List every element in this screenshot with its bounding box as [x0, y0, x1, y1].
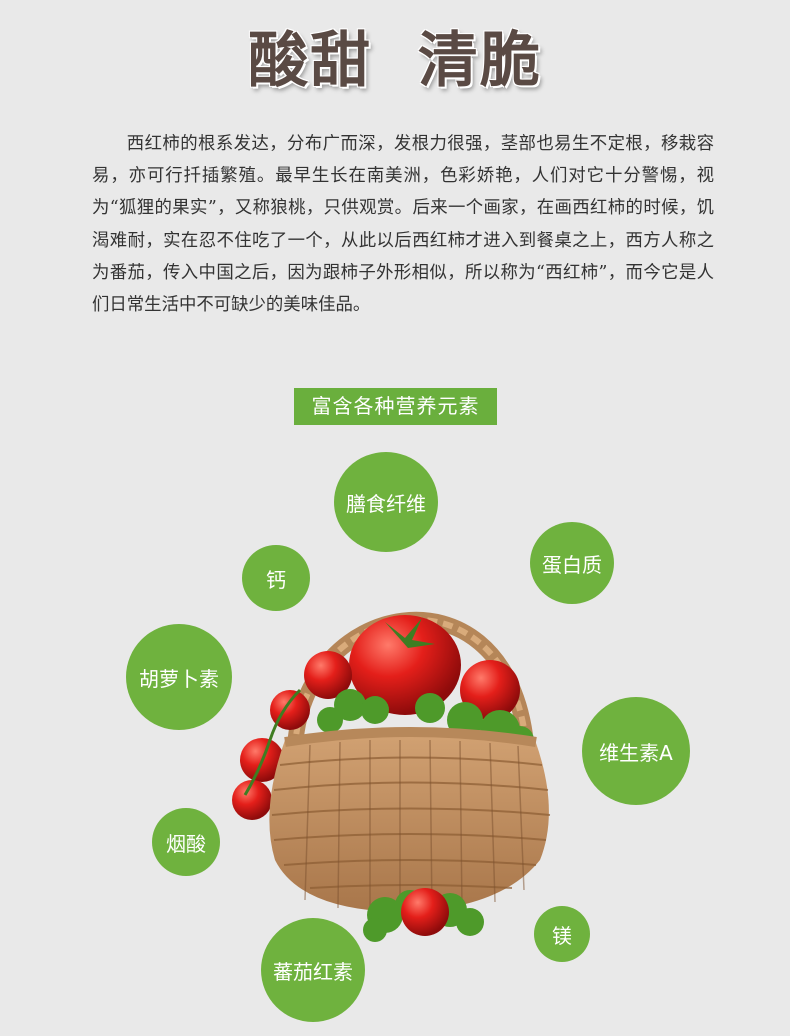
- nutrient-protein-label: 蛋白质: [542, 552, 602, 577]
- nutrient-niacin-label: 烟酸: [166, 831, 206, 856]
- nutrient-carotene-label: 胡萝卜素: [139, 666, 219, 691]
- intro-paragraph: 西红柿的根系发达，分布广而深，发根力很强，茎部也易生不定根，移栽容易，亦可行扦插…: [92, 134, 714, 316]
- nutrient-magnesium-bubble: 镁: [534, 906, 590, 962]
- nutrient-carotene-bubble: 胡萝卜素: [126, 624, 232, 730]
- nutrient-magnesium-label: 镁: [552, 923, 572, 948]
- nutrient-calcium-label: 钙: [266, 567, 286, 592]
- nutrient-fiber-bubble: 膳食纤维: [334, 452, 438, 552]
- page-title: 酸甜 清脆: [248, 26, 542, 96]
- nutrient-niacin-bubble: 烟酸: [152, 808, 220, 876]
- nutrient-lycopene-label: 蕃茄红素: [273, 959, 353, 984]
- basket-of-tomatoes-icon: [232, 611, 551, 942]
- nutrient-protein-bubble: 蛋白质: [530, 522, 614, 604]
- nutrients-section-title: 富含各种营养元素: [294, 388, 497, 425]
- nutrient-calcium-bubble: 钙: [242, 545, 310, 611]
- nutrient-vitamin-a-bubble: 维生素A: [582, 697, 690, 805]
- nutrient-lycopene-bubble: 蕃茄红素: [261, 918, 365, 1022]
- nutrient-fiber-label: 膳食纤维: [346, 491, 426, 516]
- nutrient-vitamin-a-label: 维生素A: [599, 740, 673, 765]
